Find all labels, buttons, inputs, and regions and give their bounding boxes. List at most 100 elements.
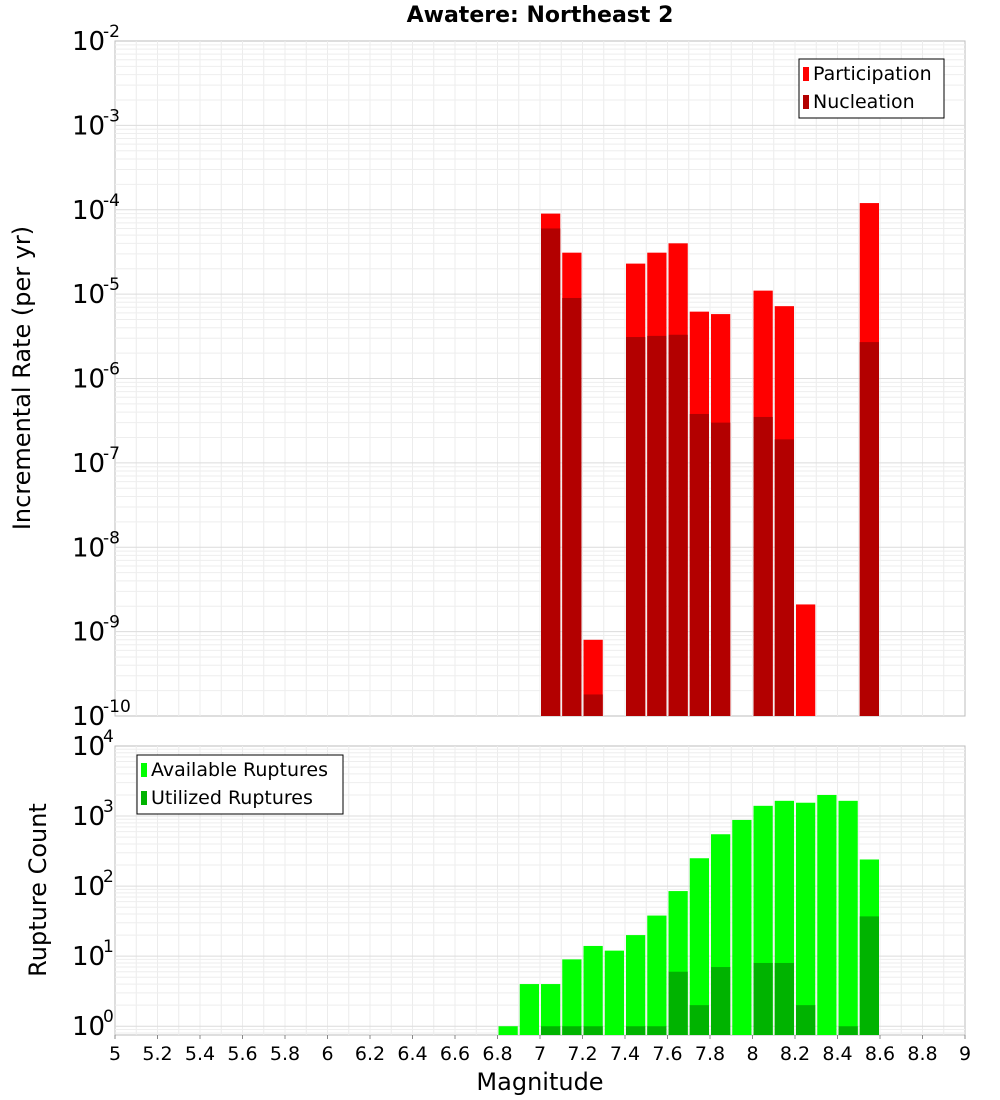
x-tick-label: 8	[746, 1043, 758, 1065]
count-bar-utilized-ruptures	[647, 1026, 667, 1035]
y-tick-base: 10	[72, 111, 105, 141]
count-bar-available-ruptures	[689, 858, 709, 1035]
y-tick-exponent: 0	[103, 1007, 114, 1027]
y-tick-base: 10	[72, 449, 105, 479]
y-tick-exponent: 4	[103, 727, 114, 747]
count-y-tick-label: 102	[72, 867, 114, 902]
y-tick-base: 10	[72, 280, 105, 310]
y-tick-base: 10	[72, 942, 105, 972]
y-tick-base: 10	[72, 618, 105, 648]
legend-utilized-label: Utilized Ruptures	[151, 787, 313, 809]
rate-bar-nucleation	[647, 335, 667, 716]
rate-bar-nucleation	[774, 439, 794, 716]
count-legend: Available Ruptures Utilized Ruptures	[136, 754, 344, 815]
chart-title: Awatere: Northeast 2	[407, 3, 674, 28]
count-bar-utilized-ruptures	[838, 1026, 858, 1035]
legend-participation-swatch	[803, 67, 809, 81]
rate-bar-nucleation	[711, 422, 731, 716]
rate-bar-nucleation	[859, 342, 879, 716]
x-tick-label: 6.2	[355, 1043, 385, 1065]
x-tick-label: 5.4	[185, 1043, 215, 1065]
y-tick-exponent: 2	[103, 867, 114, 887]
x-tick-label: 6	[321, 1043, 333, 1065]
rate-bar-nucleation	[753, 416, 773, 716]
x-axis-label: Magnitude	[476, 1068, 603, 1096]
y-tick-base: 10	[72, 27, 105, 57]
rate-bar-nucleation	[541, 228, 561, 716]
count-bar-available-ruptures	[817, 794, 837, 1035]
count-y-tick-label: 103	[72, 797, 114, 832]
x-tick-label: 5.2	[142, 1043, 172, 1065]
x-tick-label: 7.8	[695, 1043, 725, 1065]
count-bar-utilized-ruptures	[668, 971, 688, 1035]
x-tick-label: 7	[534, 1043, 546, 1065]
rate-y-tick-label: 10-5	[72, 275, 120, 310]
y-tick-base: 10	[72, 533, 105, 563]
x-tick-label: 7.2	[567, 1043, 597, 1065]
y-tick-base: 10	[72, 365, 105, 395]
count-bar-utilized-ruptures	[753, 962, 773, 1035]
count-bar-available-ruptures	[732, 819, 752, 1035]
y-tick-exponent: -6	[103, 360, 120, 380]
legend-available-swatch	[141, 763, 147, 777]
x-tick-label: 5	[109, 1043, 121, 1065]
x-tick-label: 6.8	[482, 1043, 512, 1065]
count-bar-utilized-ruptures	[796, 1005, 816, 1035]
rate-bar-nucleation	[626, 337, 646, 716]
rate-bar-nucleation	[583, 694, 603, 716]
y-tick-exponent: 3	[103, 797, 114, 817]
count-bar-available-ruptures	[604, 950, 624, 1035]
count-bar-utilized-ruptures	[626, 1026, 646, 1035]
rate-y-tick-label: 10-10	[72, 697, 131, 732]
y-tick-base: 10	[72, 802, 105, 832]
count-bar-utilized-ruptures	[711, 967, 731, 1035]
y-tick-exponent: -3	[103, 106, 120, 126]
y-tick-exponent: -4	[103, 191, 120, 211]
x-tick-label: 6.4	[397, 1043, 427, 1065]
rate-y-tick-label: 10-2	[72, 22, 120, 57]
rate-y-tick-label: 10-9	[72, 613, 120, 648]
y-tick-base: 10	[72, 702, 105, 732]
legend-nucleation-label: Nucleation	[813, 91, 915, 113]
count-bar-utilized-ruptures	[541, 1026, 561, 1035]
y-tick-exponent: -8	[103, 528, 120, 548]
rate-bar-nucleation	[689, 413, 709, 716]
x-tick-label: 8.6	[865, 1043, 895, 1065]
x-tick-label: 5.8	[270, 1043, 300, 1065]
rate-bar-participation	[796, 604, 816, 716]
rate-y-axis-label: Incremental Rate (per yr)	[8, 226, 36, 530]
count-bar-utilized-ruptures	[562, 1026, 582, 1035]
x-tick-label: 7.6	[652, 1043, 682, 1065]
x-tick-label: 8.2	[780, 1043, 810, 1065]
count-bar-available-ruptures	[562, 959, 582, 1035]
y-tick-base: 10	[72, 196, 105, 226]
count-bar-available-ruptures	[519, 984, 539, 1035]
count-y-axis-label: Rupture Count	[24, 803, 52, 977]
legend-utilized-swatch	[141, 791, 147, 805]
count-bar-available-ruptures	[541, 984, 561, 1035]
rate-y-tick-label: 10-3	[72, 106, 120, 141]
count-bar-available-ruptures	[796, 802, 816, 1035]
y-tick-base: 10	[72, 732, 105, 762]
count-bar-utilized-ruptures	[859, 916, 879, 1035]
x-tick-label: 7.4	[610, 1043, 640, 1065]
y-tick-exponent: -9	[103, 613, 120, 633]
x-tick-label: 8.8	[907, 1043, 937, 1065]
rate-legend: Participation Nucleation	[798, 58, 945, 119]
count-bar-available-ruptures	[838, 800, 858, 1035]
rate-y-tick-label: 10-6	[72, 360, 120, 395]
count-y-tick-label: 100	[72, 1007, 114, 1042]
x-tick-label: 5.6	[227, 1043, 257, 1065]
y-tick-exponent: -2	[103, 22, 120, 42]
count-bar-utilized-ruptures	[583, 1026, 603, 1035]
count-bar-available-ruptures	[647, 915, 667, 1035]
y-tick-exponent: -10	[103, 697, 131, 717]
count-bar-available-ruptures	[498, 1026, 518, 1035]
count-bar-utilized-ruptures	[689, 1005, 709, 1035]
y-tick-exponent: -7	[103, 444, 120, 464]
count-bar-utilized-ruptures	[774, 962, 794, 1035]
y-tick-base: 10	[72, 1012, 105, 1042]
rate-y-tick-label: 10-8	[72, 528, 120, 563]
